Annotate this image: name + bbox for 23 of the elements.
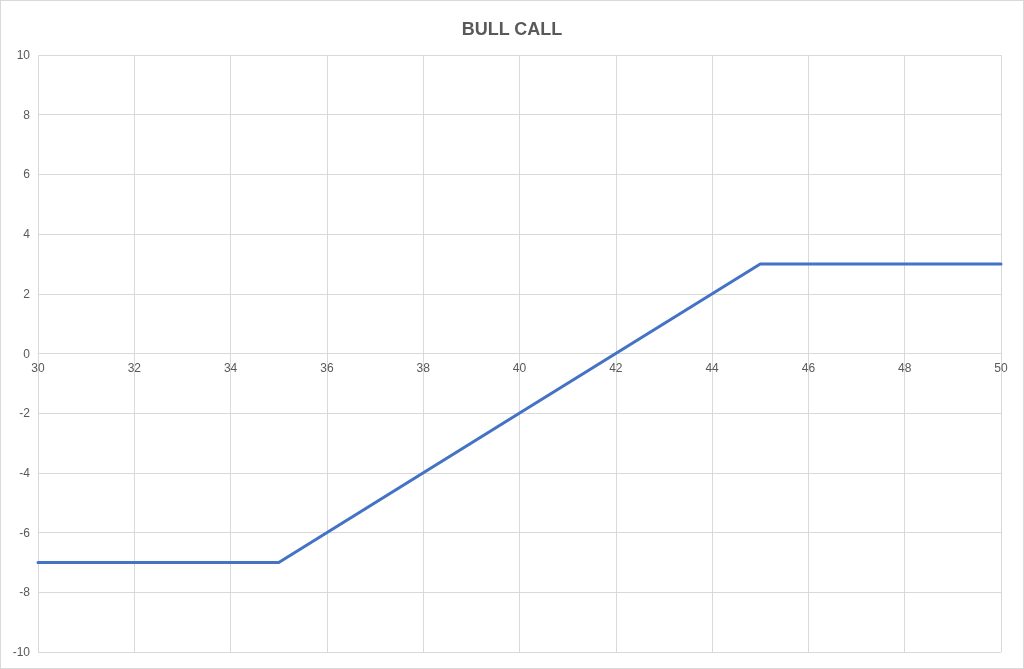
- x-tick-label: 34: [223, 360, 238, 375]
- y-tick-label: 4: [23, 227, 31, 242]
- x-tick-label: 32: [127, 360, 142, 375]
- y-tick-label: -4: [19, 465, 31, 480]
- y-tick-label: 0: [23, 346, 31, 361]
- x-tick-label: 38: [416, 360, 431, 375]
- y-tick-label: -2: [19, 406, 31, 421]
- x-tick-label: 36: [320, 360, 334, 375]
- y-tick-label: 6: [23, 167, 31, 182]
- x-tick-label: 46: [801, 360, 816, 375]
- x-tick-label: 42: [609, 360, 623, 375]
- x-tick-label: 30: [31, 360, 45, 375]
- y-tick-label: -6: [19, 525, 31, 540]
- y-tick-label: -8: [19, 585, 31, 600]
- y-tick-label: -10: [12, 645, 31, 659]
- chart-title: BULL CALL: [461, 19, 563, 39]
- y-tick-label: 8: [23, 107, 31, 122]
- y-tick-label: 10: [16, 48, 31, 62]
- x-tick-label: 40: [512, 360, 527, 375]
- x-tick-label: 48: [898, 360, 912, 375]
- y-tick-label: 2: [23, 286, 31, 301]
- x-tick-label: 44: [705, 360, 720, 375]
- x-tick-label: 50: [994, 360, 1008, 375]
